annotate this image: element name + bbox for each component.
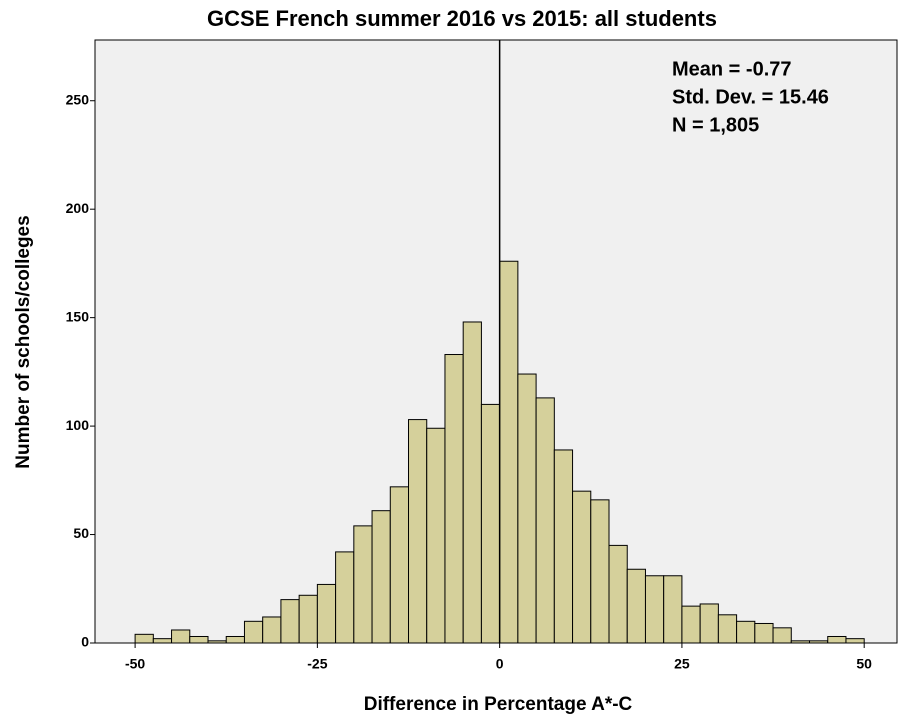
bar <box>444 354 464 644</box>
bar <box>225 635 245 644</box>
y-tick-label: 250 <box>66 91 90 107</box>
bar <box>480 403 501 644</box>
x-tick-label: -50 <box>125 656 145 672</box>
bar <box>499 260 519 644</box>
bar <box>535 397 555 644</box>
plot-frame <box>94 39 898 644</box>
bar <box>717 614 738 644</box>
bar <box>353 525 373 644</box>
bar <box>845 638 865 644</box>
y-axis-label: Number of schools/colleges <box>13 215 34 468</box>
y-tick-label: 50 <box>73 525 89 541</box>
bar <box>754 622 774 644</box>
x-tick-label: 50 <box>856 656 872 672</box>
bar <box>152 638 173 644</box>
bar <box>408 419 428 644</box>
annotation: N = 1,805 <box>672 114 759 136</box>
bar <box>316 583 337 644</box>
annotation: Mean = -0.77 <box>672 58 792 80</box>
y-tick-label: 100 <box>66 417 90 433</box>
annotation: Std. Dev. = 15.46 <box>672 86 829 108</box>
x-tick-label: 0 <box>496 656 504 672</box>
bar <box>298 594 318 644</box>
bar <box>608 544 628 644</box>
bar <box>134 633 154 644</box>
bar <box>590 499 610 644</box>
bar <box>280 599 300 644</box>
bar <box>171 629 191 644</box>
x-axis-label: Difference in Percentage A*-C <box>364 694 633 715</box>
bar <box>462 321 482 644</box>
bar <box>572 490 592 644</box>
bar <box>426 427 446 644</box>
bar <box>644 575 665 644</box>
bar <box>517 373 537 644</box>
bar <box>772 627 792 644</box>
bar <box>681 605 701 644</box>
bar <box>335 551 355 644</box>
bar <box>189 635 209 644</box>
bar <box>663 575 683 644</box>
y-tick-label: 0 <box>81 634 89 650</box>
bar <box>699 603 719 644</box>
bar <box>553 449 574 644</box>
bar <box>827 635 847 644</box>
x-tick-label: -25 <box>307 656 327 672</box>
bar <box>736 620 756 644</box>
y-tick-label: 150 <box>66 308 90 324</box>
bar <box>389 486 410 644</box>
bar <box>243 620 264 644</box>
y-tick-label: 200 <box>66 200 90 216</box>
bar <box>262 616 282 644</box>
bar <box>371 510 391 644</box>
bar <box>626 568 646 644</box>
chart-title: GCSE French summer 2016 vs 2015: all stu… <box>207 6 717 31</box>
x-tick-label: 25 <box>674 656 690 672</box>
